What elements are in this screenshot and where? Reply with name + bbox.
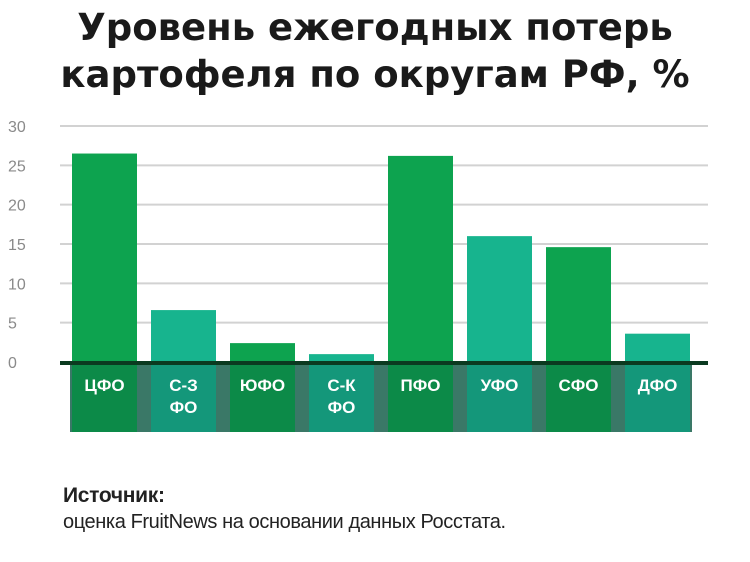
chart-title: Уровень ежегодных потерь картофеля по ок… [0, 4, 750, 98]
bar [625, 333, 690, 362]
category-label: ДФО [638, 376, 678, 395]
category-band [70, 364, 692, 432]
category-label: УФО [481, 376, 519, 395]
bar [388, 155, 453, 362]
y-axis-ticks: 0 5 10 15 20 25 30 [8, 119, 26, 372]
source-label: Источник: [63, 484, 165, 507]
category-label-line: УФО [481, 376, 519, 395]
category-band-segment [72, 364, 137, 432]
y-tick-label: 10 [8, 276, 26, 293]
y-tick-label: 25 [8, 158, 26, 175]
category-band-segment [388, 364, 453, 432]
y-tick-label: 5 [8, 316, 17, 333]
category-label-line: С-З [169, 376, 198, 395]
bars [60, 153, 708, 365]
category-band-segment [230, 364, 295, 432]
y-tick-label: 20 [8, 198, 26, 215]
category-label-line: ПФО [401, 376, 441, 395]
category-label: ПФО [401, 376, 441, 395]
bar [546, 247, 611, 362]
category-label: СФО [558, 376, 598, 395]
y-tick-label: 15 [8, 237, 26, 254]
category-label-line: ЦФО [84, 376, 124, 395]
source-note: Источник: оценка FruitNews на основании … [63, 483, 723, 535]
bar [151, 310, 216, 362]
category-labels: ЦФО С-З ФО ЮФО С-К ФО ПФО УФО СФО ДФО [84, 376, 677, 417]
category-label-line: ДФО [638, 376, 678, 395]
source-text: оценка FruitNews на основании данных Рос… [63, 511, 506, 533]
bar [72, 153, 137, 362]
bar [467, 236, 532, 362]
category-label-line: ФО [170, 398, 198, 417]
category-label: С-К ФО [327, 376, 356, 417]
category-band-segment [151, 364, 216, 432]
chart-title-line-2: картофеля по округам РФ, % [60, 53, 690, 96]
bar-chart: 0 5 10 15 20 25 30 ЦФО С-З ФО ЮФО С-К ФО ПФО УФО СФО ДФ… [8, 119, 708, 432]
category-band-segment [309, 364, 374, 432]
category-band-segment [625, 364, 690, 432]
category-label: ЦФО [84, 376, 124, 395]
y-tick-label: 30 [8, 119, 26, 136]
y-tick-label: 0 [8, 355, 17, 372]
bar [309, 354, 374, 362]
chart-title-line-1: Уровень ежегодных потерь [77, 6, 673, 49]
category-label-line: С-К [327, 376, 356, 395]
category-label-line: ЮФО [240, 376, 285, 395]
category-band-segment [546, 364, 611, 432]
category-band-segment [467, 364, 532, 432]
category-label-line: ФО [328, 398, 356, 417]
category-label: С-З ФО [169, 376, 198, 417]
bar [230, 343, 295, 362]
zero-baseline [60, 361, 708, 365]
category-label-line: СФО [558, 376, 598, 395]
category-label: ЮФО [240, 376, 285, 395]
